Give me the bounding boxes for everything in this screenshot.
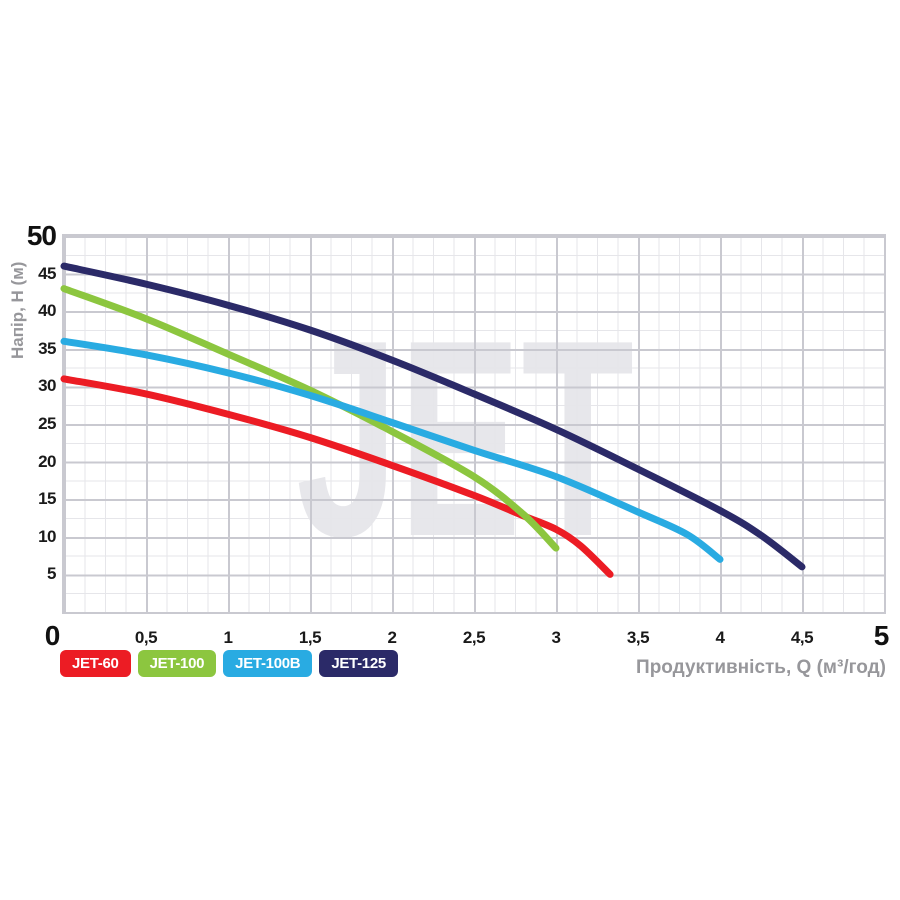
x-tick-0: 0	[44, 620, 61, 651]
x-tick-3: 3	[551, 628, 561, 647]
pump-curves	[60, 262, 806, 578]
y-tick-35: 35	[38, 338, 56, 358]
legend-item-jet-125: JET-125	[319, 650, 398, 677]
y-tick-15: 15	[38, 489, 56, 509]
y-tick-30: 30	[38, 376, 56, 396]
y-tick-50: 50	[26, 220, 57, 251]
plot-area: JET	[60, 234, 886, 614]
y-tick-10: 10	[38, 526, 56, 546]
y-tick-40: 40	[38, 301, 56, 321]
legend-item-jet-100b: JET-100B	[223, 650, 313, 677]
x-tick-4: 4	[715, 628, 725, 647]
legend: JET-60 JET-100 JET-100B JET-125	[60, 650, 398, 677]
legend-item-jet-100: JET-100	[137, 650, 217, 677]
curve-jet-125	[60, 262, 806, 571]
x-tick-5: 5	[873, 620, 890, 651]
x-tick-4.5: 4,5	[790, 628, 814, 647]
x-tick-1: 1	[223, 628, 233, 647]
y-tick-5: 5	[47, 564, 56, 584]
curve-jet-100b	[60, 337, 724, 563]
x-axis-title: Продуктивність, Q (м³/год)	[636, 657, 886, 678]
x-tick-2: 2	[387, 628, 397, 647]
curve-jet-60	[60, 375, 614, 578]
x-tick-3.5: 3,5	[626, 628, 650, 647]
x-tick-0.5: 0,5	[134, 628, 158, 647]
y-tick-25: 25	[38, 414, 56, 433]
y-tick-20: 20	[38, 451, 56, 471]
legend-item-jet-60: JET-60	[60, 650, 131, 677]
y-tick-45: 45	[38, 263, 56, 283]
x-tick-2.5: 2,5	[462, 628, 486, 647]
x-tick-1.5: 1,5	[298, 628, 322, 647]
